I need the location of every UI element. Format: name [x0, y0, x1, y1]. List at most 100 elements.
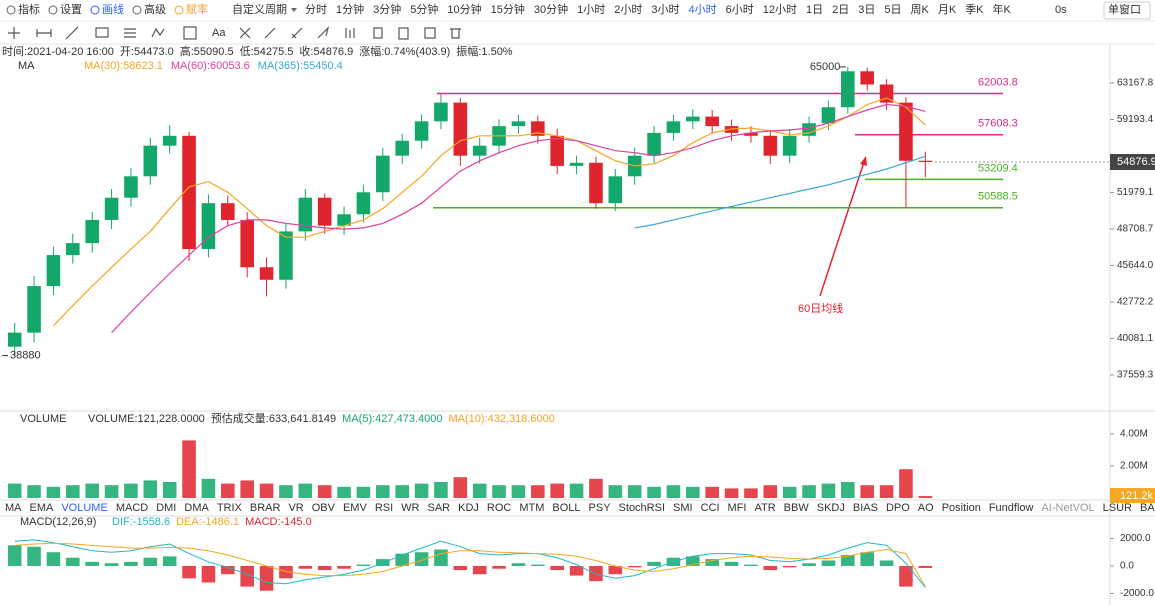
volume-bar — [666, 485, 681, 498]
indicator-tab[interactable]: MACD — [116, 502, 148, 514]
toolbar-icon[interactable] — [48, 5, 58, 15]
period-button[interactable]: 1日 — [806, 4, 823, 16]
period-button[interactable]: 15分钟 — [491, 2, 525, 16]
indicator-tab[interactable]: EMA — [30, 502, 55, 514]
period-button[interactable]: 4小时 — [689, 3, 717, 16]
indicator-tab[interactable]: EMV — [343, 502, 368, 514]
indicator-tab[interactable]: MA — [5, 502, 22, 514]
toolbar-icon[interactable] — [132, 5, 142, 15]
line-icon[interactable] — [36, 29, 52, 37]
indicator-tab[interactable]: SAR — [427, 502, 450, 514]
level-label: 53209.4 — [978, 162, 1018, 174]
toolbar-button[interactable]: 指标 — [18, 2, 40, 16]
period-button[interactable]: 1分钟 — [336, 2, 364, 16]
channel-icon[interactable] — [124, 28, 136, 38]
delete-icon[interactable] — [450, 28, 461, 39]
period-button[interactable]: 30分钟 — [534, 2, 568, 16]
period-button[interactable]: 5分钟 — [410, 2, 438, 16]
hide-icon[interactable] — [264, 27, 276, 39]
macd-bar — [763, 565, 778, 571]
candle-body — [356, 192, 371, 215]
pen-icon[interactable] — [291, 27, 303, 39]
rect-icon[interactable] — [95, 27, 109, 38]
macd-bar — [686, 556, 700, 566]
period-button[interactable]: 3分钟 — [373, 2, 401, 16]
indicator-tab[interactable]: WR — [401, 502, 419, 514]
indicator-tab[interactable]: BIAS — [853, 502, 878, 514]
measure-icon[interactable] — [183, 26, 197, 40]
text-tool[interactable]: Aa — [212, 27, 226, 39]
period-button[interactable]: 2小时 — [614, 3, 642, 16]
indicator-tab[interactable]: SMI — [673, 502, 693, 514]
indicator-tab[interactable]: SKDJ — [817, 502, 845, 514]
custom-period[interactable]: 自定义周期 — [232, 2, 287, 16]
period-button[interactable]: 分时 — [305, 3, 327, 16]
ohlc-info: 收:54876.9 — [299, 44, 353, 58]
indicator-tab[interactable]: DMI — [156, 502, 176, 514]
indicator-tab[interactable]: KDJ — [458, 502, 479, 514]
ray-icon[interactable] — [65, 26, 79, 40]
lock-icon[interactable] — [373, 27, 383, 39]
indicator-tab[interactable]: BRAR — [250, 502, 281, 514]
indicator-tab[interactable]: OBV — [312, 502, 336, 514]
indicator-tab[interactable]: ROC — [487, 502, 512, 514]
period-button[interactable]: 季K — [965, 3, 984, 16]
toolbar-icon[interactable] — [90, 5, 100, 15]
indicator-tab[interactable]: DPO — [886, 502, 910, 514]
toolbar-icon[interactable] — [6, 5, 16, 15]
edit-icon[interactable] — [317, 26, 330, 39]
indicator-tab[interactable]: BOLL — [552, 502, 580, 514]
period-button[interactable]: 3日 — [858, 4, 875, 16]
period-button[interactable]: 12小时 — [763, 3, 797, 16]
indicator-tab[interactable]: Position — [942, 502, 981, 514]
toolbar-icon[interactable] — [174, 5, 184, 15]
indicator-tab[interactable]: CCI — [701, 502, 720, 514]
volume-legend: 预估成交量:633,641.8149 — [211, 411, 336, 425]
note-icon[interactable] — [424, 27, 436, 39]
refresh-status[interactable]: 0s — [1055, 4, 1067, 16]
window-mode[interactable]: 单窗口 — [1108, 2, 1141, 16]
wave-icon[interactable] — [151, 27, 165, 38]
period-button[interactable]: 6小时 — [726, 3, 754, 16]
indicator-tab[interactable]: VOLUME — [61, 502, 107, 514]
period-button[interactable]: 年K — [993, 2, 1012, 16]
candle-body — [589, 162, 603, 204]
bars-icon[interactable] — [345, 28, 355, 38]
indicator-tab[interactable]: RSI — [375, 502, 393, 514]
indicator-tab[interactable]: MTM — [519, 502, 544, 514]
candle-body — [414, 121, 429, 141]
indicator-tab[interactable]: DMA — [184, 502, 209, 514]
period-button[interactable]: 10分钟 — [447, 2, 481, 16]
toolbar-button[interactable]: 高级 — [144, 2, 166, 16]
period-button[interactable]: 周K — [911, 3, 930, 16]
toolbar-button[interactable]: 画线 — [102, 2, 124, 16]
toolbar-button[interactable]: 赋率 — [186, 2, 208, 16]
period-button[interactable]: 3小时 — [651, 3, 679, 16]
candle-body — [395, 140, 409, 156]
indicator-tab[interactable]: Fundflow — [989, 502, 1034, 514]
indicator-tab[interactable]: ATR — [754, 502, 775, 514]
indicator-tab[interactable]: PSY — [589, 502, 612, 514]
indicator-tab[interactable]: MFI — [728, 502, 747, 514]
macd-bar — [627, 565, 642, 568]
candle-body — [434, 102, 448, 122]
macd-bar — [279, 565, 293, 579]
period-button[interactable]: 1小时 — [577, 3, 605, 16]
magnet-icon[interactable] — [239, 27, 251, 39]
window-button[interactable] — [1103, 1, 1151, 20]
indicator-tab[interactable]: TRIX — [217, 502, 243, 514]
copy-icon[interactable] — [398, 27, 409, 40]
indicator-tab[interactable]: VR — [288, 502, 303, 514]
indicator-tab[interactable]: AO — [918, 502, 934, 514]
period-button[interactable]: 5日 — [884, 4, 901, 16]
indicator-tab[interactable]: AI-NetVOL — [1041, 502, 1094, 514]
indicator-tab[interactable]: LSUR — [1103, 502, 1132, 514]
indicator-tab[interactable]: BBW — [784, 502, 810, 514]
period-button[interactable]: 2日 — [832, 4, 849, 16]
drawing-tools[interactable] — [8, 26, 461, 40]
indicator-tab[interactable]: StochRSI — [619, 502, 665, 514]
period-button[interactable]: 月K — [938, 4, 957, 16]
crosshair-icon[interactable] — [8, 27, 20, 39]
indicator-tab[interactable]: BASIS — [1140, 502, 1155, 514]
toolbar-button[interactable]: 设置 — [60, 3, 82, 16]
